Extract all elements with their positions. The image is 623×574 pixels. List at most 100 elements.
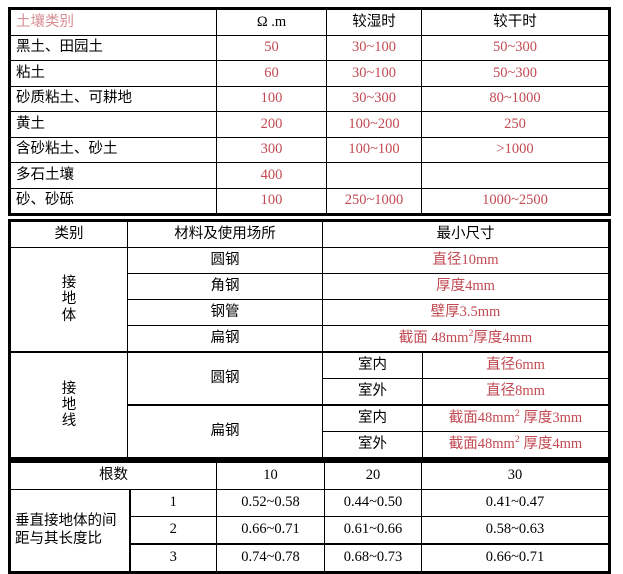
cell-material: 钢管 [127,299,323,326]
cell-value: 0.68~0.73 [324,543,422,573]
header-material-location: 材料及使用场所 [127,220,323,248]
cell-dry: 250 [421,111,610,138]
cell-dry: 80~1000 [421,85,610,112]
cell-dry: >1000 [421,136,610,163]
cell-wet: 30~100 [326,34,422,61]
cell-soil-type: 黑土、田园土 [9,34,217,61]
cell-material: 扁钢 [127,325,323,353]
cell-dry: 1000~2500 [421,187,610,215]
table-row: 砂质粘土、可耕地 100 30~300 80~1000 [9,85,610,112]
cell-ohm: 400 [216,162,327,189]
cell-wet: 30~100 [326,60,422,87]
cell-min-size: 直径10mm [322,247,610,274]
row-label-spacing-ratio: 垂直接地体的间距与其长度比 [9,489,131,573]
cell-min-size: 截面48mm2 厚度3mm [422,404,610,432]
cell-ohm: 100 [216,187,327,215]
cell-soil-type: 粘土 [9,60,217,87]
vertical-electrode-spacing-table: 根数 10 20 30 垂直接地体的间距与其长度比 1 0.52~0.58 0.… [8,460,611,574]
cell-value: 0.66~0.71 [421,543,610,573]
group-label-char: 接 [61,275,77,292]
header-ohm-m: Ω .m [216,8,327,36]
table-header-row: 土壤类别 Ω .m 较湿时 较干时 [9,8,610,36]
cell-min-size: 截面48mm2 厚度4mm [422,431,610,459]
header-soil-type: 土壤类别 [9,8,217,36]
cell-value: 0.41~0.47 [421,489,610,517]
size-suffix: 厚度3mm [523,409,583,426]
cell-location: 室外 [322,378,423,406]
cell-count: 3 [129,543,217,573]
group-label-char: 地 [61,396,77,413]
cell-value: 0.52~0.58 [216,489,325,517]
header-col-30: 30 [421,461,610,490]
table-row: 接 地 线 圆钢 室内 直径6mm [9,351,610,459]
cell-value: 0.44~0.50 [324,489,422,517]
group-label-char: 线 [61,413,77,430]
cell-wet: 100~200 [326,111,422,138]
size-prefix: 截面 48mm [398,329,469,346]
cell-material: 角钢 [127,273,323,300]
group-label-char: 地 [61,291,77,308]
cell-value: 0.61~0.66 [324,516,422,545]
cell-value: 0.66~0.71 [216,516,325,545]
cell-wet [326,162,422,189]
cell-material: 圆钢 [127,351,323,406]
size-suffix: 厚度4mm [473,329,533,346]
cell-min-size: 直径8mm [422,378,610,406]
cell-value: 0.74~0.78 [216,543,325,573]
size-prefix: 截面48mm [448,409,515,426]
group-label-grounding-line: 接 地 线 [9,351,128,459]
table-row: 室外 截面48mm2 厚度4mm [10,431,610,459]
size-superscript: 2 [514,434,520,446]
cell-count: 1 [129,489,217,517]
size-suffix: 厚度4mm [523,435,583,452]
cell-soil-type: 砂质粘土、可耕地 [9,85,217,112]
cell-ohm: 50 [216,34,327,61]
cell-dry: 50~300 [421,60,610,87]
header-wet: 较湿时 [326,8,422,36]
table-row: 扁钢 室内 截面48mm2 厚度3mm [10,404,610,459]
cell-location: 室外 [322,431,423,459]
header-dry: 较干时 [421,8,610,36]
group-label-grounding-body: 接 地 体 [9,247,128,353]
cell-soil-type: 含砂粘土、砂土 [9,136,217,163]
cell-min-size: 直径6mm [422,351,610,379]
cell-soil-type: 砂、砂砾 [9,187,217,215]
cell-dry: 50~300 [421,34,610,61]
header-category: 类别 [9,220,128,248]
cell-wet: 100~100 [326,136,422,163]
group-label-char: 体 [61,307,77,324]
header-min-size: 最小尺寸 [322,220,610,248]
table-row: 多石土壤 400 [9,162,610,189]
cell-min-size: 截面 48mm2厚度4mm [322,325,610,353]
table-row: 扁钢 截面 48mm2厚度4mm [10,325,610,353]
cell-wet: 30~300 [326,85,422,112]
cell-ohm: 200 [216,111,327,138]
table-row: 含砂粘土、砂土 300 100~100 >1000 [9,136,610,163]
table-row: 粘土 60 30~100 50~300 [9,60,610,87]
cell-wet: 250~1000 [326,187,422,215]
cell-min-size: 厚度4mm [322,273,610,300]
cell-count: 2 [129,516,217,545]
cell-soil-type: 多石土壤 [9,162,217,189]
table-row: 接 地 体 圆钢 直径10mm [9,247,610,353]
header-col-10: 10 [216,461,325,490]
table-row: 砂、砂砾 100 250~1000 1000~2500 [9,187,610,215]
cell-location: 室内 [322,351,423,379]
header-col-20: 20 [324,461,422,490]
cell-dry [421,162,610,189]
cell-min-size: 壁厚3.5mm [322,299,610,326]
table-row: 钢管 壁厚3.5mm [10,299,610,326]
group-label-char: 接 [61,380,77,397]
size-prefix: 截面48mm [448,435,515,452]
cell-location: 室内 [322,404,423,432]
table-header-row: 类别 材料及使用场所 最小尺寸 [9,220,610,248]
table-row: 垂直接地体的间距与其长度比 1 0.52~0.58 0.44~0.50 0.41… [9,489,610,573]
soil-resistivity-table: 土壤类别 Ω .m 较湿时 较干时 黑土、田园土 50 30~100 50~30… [8,7,611,216]
grounding-material-table: 类别 材料及使用场所 最小尺寸 接 地 体 圆钢 直径10mm 角钢 厚度4mm [8,219,611,460]
cell-ohm: 100 [216,85,327,112]
table-row: 角钢 厚度4mm [10,273,610,300]
cell-value: 0.58~0.63 [421,516,610,545]
table-row: 2 0.66~0.71 0.61~0.66 0.58~0.63 [10,516,610,545]
cell-soil-type: 黄土 [9,111,217,138]
